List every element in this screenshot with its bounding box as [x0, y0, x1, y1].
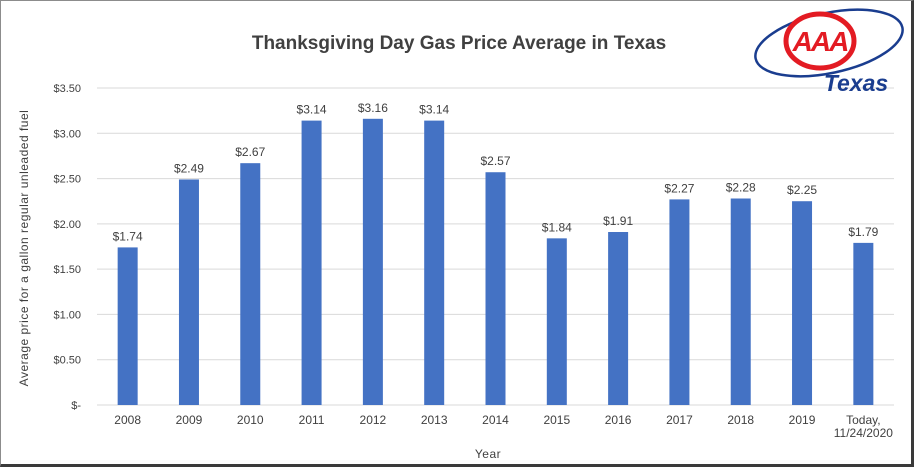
x-tick-label: 2019 — [789, 413, 816, 427]
y-tick-label: $1.50 — [53, 264, 81, 276]
bars — [117, 118, 874, 406]
bar — [424, 120, 445, 405]
data-label: $1.84 — [542, 220, 572, 234]
y-tick-label: $1.00 — [53, 309, 81, 321]
logo-oval-icon — [783, 11, 857, 71]
data-label: $2.25 — [787, 183, 817, 197]
x-tick-label: 2015 — [543, 413, 570, 427]
bar — [792, 201, 813, 405]
y-axis-label: Average price for a gallon regular unlea… — [17, 110, 31, 387]
x-tick-label: 2014 — [482, 413, 509, 427]
x-tick-label: 2010 — [237, 413, 264, 427]
data-label: $1.79 — [848, 225, 878, 239]
y-axis-ticks: $- $0.50 $1.00 $1.50 $2.00 $2.50 $3.00 $3.50 — [53, 83, 81, 412]
x-tick-label: 2008 — [114, 413, 141, 427]
logo-texas-text: Texas — [824, 70, 888, 96]
bar — [546, 238, 567, 405]
x-tick-label: 2016 — [605, 413, 632, 427]
bar — [301, 120, 322, 405]
bar — [117, 247, 138, 405]
chart-title: Thanksgiving Day Gas Price Average in Te… — [252, 33, 666, 54]
data-label: $2.28 — [726, 180, 756, 194]
y-tick-label: $- — [71, 400, 81, 412]
data-label: $2.27 — [664, 181, 694, 195]
bar — [730, 198, 751, 405]
x-tick-label: 2017 — [666, 413, 693, 427]
bar — [178, 179, 199, 405]
bar — [240, 163, 261, 405]
x-axis-label: Year — [475, 447, 501, 461]
x-tick-label: 2009 — [176, 413, 203, 427]
y-tick-label: $3.50 — [53, 83, 81, 95]
x-tick-label: 2013 — [421, 413, 448, 427]
x-tick-label: 2018 — [727, 413, 754, 427]
bar — [362, 118, 383, 406]
logo-aaa-text: AAA — [792, 26, 848, 57]
y-tick-label: $0.50 — [53, 355, 81, 367]
x-axis-ticks: 2008 2009 2010 2011 2012 2013 2014 2015 2016 2017… — [114, 413, 893, 440]
data-label: $3.14 — [419, 103, 449, 117]
data-label: $2.67 — [235, 145, 265, 159]
x-tick-label: 2011 — [299, 413, 325, 427]
data-label: $1.74 — [113, 229, 143, 243]
bar — [853, 242, 874, 405]
aaa-texas-logo: AAA Texas — [754, 8, 904, 96]
bar — [608, 232, 629, 405]
data-label: $2.49 — [174, 161, 204, 175]
data-label: $1.91 — [603, 214, 633, 228]
data-labels: $1.74 $2.49 $2.67 $3.14 $3.16 $3.14 $2.57 $1.84… — [113, 101, 879, 244]
data-label: $3.16 — [358, 101, 388, 115]
data-label: $3.14 — [297, 103, 327, 117]
data-label: $2.57 — [480, 154, 510, 168]
y-tick-label: $2.00 — [53, 219, 81, 231]
bar — [669, 199, 690, 405]
x-tick-label: Today, 11/24/2020 — [834, 413, 893, 440]
x-tick-label: 2012 — [360, 413, 387, 427]
bar — [485, 172, 506, 405]
y-tick-label: $3.00 — [53, 128, 81, 140]
y-tick-label: $2.50 — [53, 174, 81, 186]
